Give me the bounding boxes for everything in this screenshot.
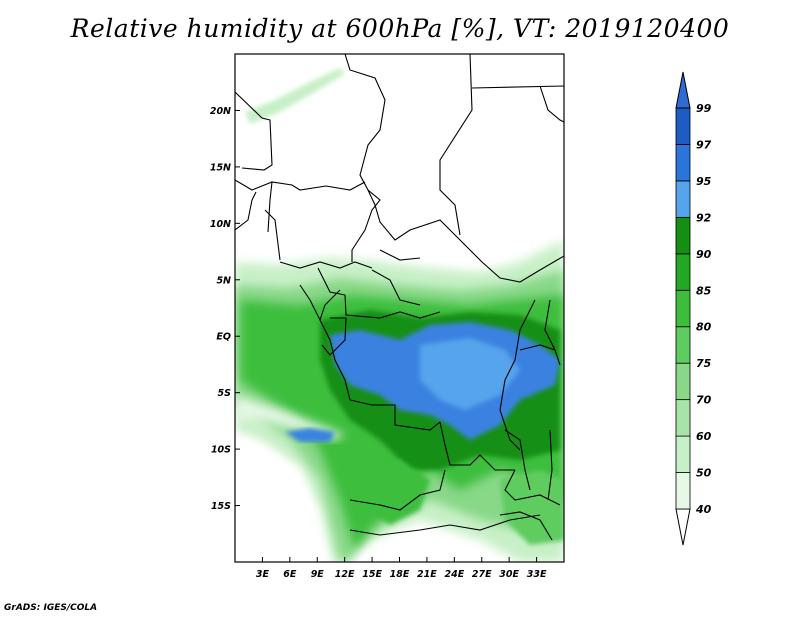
longitude-axis: 3E 6E 9E 12E 15E 18E 21E 24E 27E 30E 33E [256,557,547,580]
grads-credit: GrADS: IGES/COLA [4,603,98,613]
colorbar-segment [675,399,691,437]
colorbar-label: 60 [696,430,712,443]
lon-tick-label: 3E [256,569,270,580]
lat-tick-label: 10S [211,445,231,456]
lat-tick-label: 5N [216,275,231,286]
colorbar: 40 50 60 70 75 80 85 90 92 95 97 99 [675,71,712,546]
country-borders [235,54,564,541]
colorbar-label: 40 [695,503,712,516]
colorbar-segment [675,144,691,182]
colorbar-label: 90 [696,248,712,261]
colorbar-label: 50 [696,467,712,480]
map-title: Relative humidity at 600hPa [%], VT: 201… [70,14,730,43]
colorbar-segment [675,435,691,473]
colorbar-label: 85 [696,284,712,297]
lon-tick-label: 18E [390,569,410,580]
lon-tick-label: 30E [499,569,519,580]
colorbar-label: 99 [696,102,712,115]
colorbar-label: 95 [696,175,712,188]
colorbar-segment [675,180,691,218]
lon-tick-label: 6E [283,569,297,580]
lat-tick-label: 15N [210,162,231,173]
lat-tick-label: 15S [211,501,231,512]
colorbar-label: 97 [696,138,712,151]
colorbar-upper-extend [675,71,691,109]
colorbar-segment [675,326,691,364]
colorbar-label: 80 [696,321,712,334]
lon-tick-label: 21E [417,569,437,580]
lon-tick-label: 24E [444,569,464,580]
lon-tick-label: 9E [311,569,325,580]
lon-tick-label: 27E [472,569,492,580]
latitude-axis: 20N 15N 10N 5N EQ 5S 10S 15S [210,106,240,512]
humidity-field [235,54,564,562]
lon-tick-label: 15E [362,569,382,580]
lat-tick-label: EQ [216,332,231,343]
lon-tick-label: 12E [335,569,355,580]
lat-tick-label: 5S [218,388,232,399]
lon-tick-label: 33E [527,569,547,580]
colorbar-segment [675,253,691,291]
colorbar-label: 92 [696,211,712,224]
colorbar-label: 75 [696,357,712,370]
colorbar-segment [675,107,691,145]
colorbar-segment [675,216,691,255]
lat-tick-label: 20N [210,106,231,117]
colorbar-segment [675,472,691,510]
colorbar-segment [675,289,691,328]
lat-tick-label: 10N [210,219,231,230]
colorbar-lower-extend [675,508,691,546]
colorbar-label: 70 [696,394,712,407]
colorbar-segment [675,362,691,401]
